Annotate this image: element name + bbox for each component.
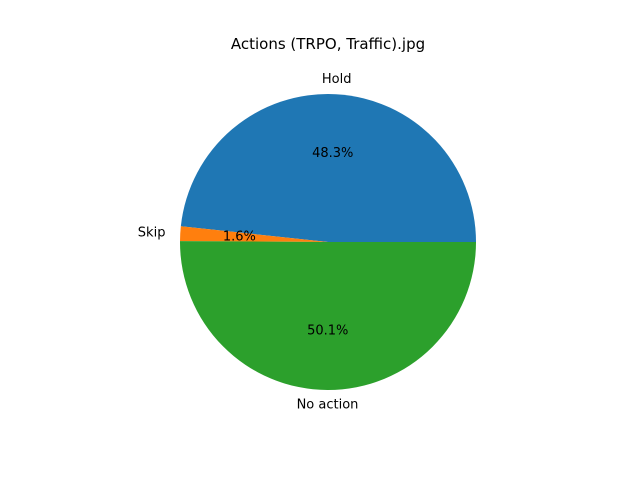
pie-slice-no-action <box>180 241 476 390</box>
pie-slices <box>180 93 476 390</box>
percent-label: 48.3% <box>312 146 353 161</box>
slice-label: Hold <box>322 72 352 87</box>
chart-title: Actions (TRPO, Traffic).jpg <box>231 35 425 53</box>
percent-label: 50.1% <box>307 323 348 338</box>
pie-labels: Hold 48.3% Skip 1.6% No action 50.1% <box>138 72 359 412</box>
pie-slice-skip <box>180 226 328 242</box>
slice-label: No action <box>297 397 359 412</box>
pie-slice-hold <box>180 93 476 243</box>
slice-label: Skip <box>138 225 166 240</box>
percent-label: 1.6% <box>223 229 256 244</box>
